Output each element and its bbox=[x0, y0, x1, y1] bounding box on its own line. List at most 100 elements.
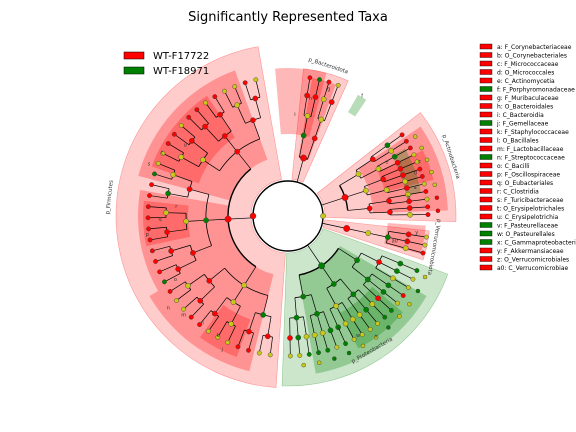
taxon-letter: c bbox=[418, 159, 421, 165]
tree-branch bbox=[355, 158, 373, 171]
tree-branch bbox=[309, 315, 315, 336]
tree-branch bbox=[306, 336, 310, 355]
key-label: a: F_Corynebacteriaceae bbox=[497, 44, 572, 51]
tree-node bbox=[391, 153, 398, 160]
key-label: y: F_Akkermansiaceae bbox=[497, 248, 564, 255]
tree-node bbox=[170, 171, 176, 178]
tree-node bbox=[224, 215, 232, 223]
taxon-sector bbox=[275, 68, 327, 137]
tree-node bbox=[147, 237, 153, 243]
tree-nodes bbox=[145, 75, 441, 368]
taxon-letter: o bbox=[174, 277, 177, 283]
tree-branch bbox=[294, 297, 297, 318]
tree-branch bbox=[214, 297, 228, 314]
tree-node bbox=[389, 307, 394, 313]
tree-node bbox=[327, 327, 334, 334]
tree-branch bbox=[370, 145, 388, 158]
tree-node bbox=[287, 335, 293, 341]
tree-branches bbox=[148, 77, 428, 356]
taxon-sector bbox=[199, 304, 251, 357]
tree-node bbox=[341, 194, 349, 201]
key-label: v: F_Pasteurellaceae bbox=[497, 222, 558, 229]
tree-branch bbox=[338, 248, 358, 261]
tree-branch bbox=[315, 79, 320, 98]
clade-label: p_Verrucomicrobiota bbox=[426, 219, 442, 276]
tree-branch bbox=[381, 168, 401, 177]
taxon-letter: f bbox=[361, 93, 363, 99]
tree-branch bbox=[167, 229, 187, 233]
tree-node bbox=[185, 282, 191, 289]
tree-node bbox=[394, 268, 400, 274]
tree-branch bbox=[389, 200, 410, 205]
taxon-letter: e bbox=[385, 159, 388, 165]
tree-node bbox=[384, 234, 391, 241]
tree-branch bbox=[409, 206, 428, 209]
tree-node bbox=[311, 135, 318, 142]
tree-node bbox=[373, 335, 379, 340]
tree-node bbox=[424, 157, 430, 163]
tree-branch bbox=[152, 245, 170, 252]
phylum-sector bbox=[115, 46, 286, 388]
tree-node bbox=[359, 332, 365, 338]
tree-node bbox=[256, 350, 262, 356]
tree-node bbox=[356, 311, 363, 318]
tree-node bbox=[297, 353, 303, 358]
tree-node bbox=[145, 215, 151, 221]
tree-node bbox=[369, 301, 376, 307]
tree-branch bbox=[406, 183, 425, 189]
key-label: e: C_Actinomycetia bbox=[497, 78, 555, 85]
tree-node bbox=[186, 114, 192, 120]
tree-branch bbox=[346, 228, 369, 234]
tree-branch bbox=[148, 206, 167, 209]
tree-branch bbox=[236, 151, 252, 170]
tree-branch bbox=[352, 319, 363, 335]
tree-node bbox=[163, 209, 169, 216]
tree-node bbox=[388, 148, 394, 154]
tree-node bbox=[167, 289, 173, 294]
tree-branch bbox=[169, 281, 186, 292]
tree-node bbox=[424, 234, 429, 240]
tree-branch bbox=[341, 302, 354, 320]
tree-node bbox=[152, 171, 157, 177]
tree-branch bbox=[164, 273, 181, 283]
taxon-letter: d bbox=[414, 171, 417, 177]
tree-node bbox=[319, 330, 326, 336]
tree-branch bbox=[189, 188, 209, 195]
tree-node bbox=[318, 262, 325, 270]
tree-branch bbox=[234, 86, 242, 104]
tree-branch bbox=[368, 232, 388, 238]
tree-branch bbox=[363, 284, 379, 299]
tree-node bbox=[425, 212, 431, 217]
key-swatch bbox=[479, 213, 493, 220]
tree-branch bbox=[158, 163, 176, 171]
tree-node bbox=[311, 332, 318, 338]
taxon-sector bbox=[298, 78, 336, 160]
tree-node bbox=[417, 166, 423, 172]
tree-node bbox=[171, 131, 177, 137]
chart-title: Significantly Represented Taxa bbox=[188, 10, 388, 25]
tree-branch bbox=[339, 173, 359, 186]
tree-node bbox=[419, 174, 425, 179]
tree-branch bbox=[209, 267, 225, 282]
key-swatch bbox=[479, 111, 493, 118]
tree-node bbox=[406, 205, 413, 211]
tree-node bbox=[318, 116, 325, 123]
tree-branch bbox=[388, 231, 409, 235]
key-label: f: F_Porphyromonadaceae bbox=[497, 86, 575, 93]
tree-node bbox=[331, 281, 337, 287]
tree-node bbox=[333, 303, 339, 309]
taxon-letter: u bbox=[184, 143, 187, 149]
key-label: d: O_Micrococcales bbox=[497, 69, 554, 76]
tree-branch bbox=[331, 85, 339, 103]
tree-branch bbox=[358, 289, 373, 305]
tree-branch bbox=[296, 317, 299, 338]
tree-node bbox=[386, 325, 391, 330]
tree-branch bbox=[400, 263, 418, 271]
tree-node bbox=[382, 314, 388, 320]
key-swatch bbox=[479, 188, 493, 194]
tree-node bbox=[203, 217, 209, 224]
tree-node bbox=[405, 231, 412, 238]
tree-node bbox=[301, 362, 306, 368]
tree-node bbox=[160, 150, 166, 156]
